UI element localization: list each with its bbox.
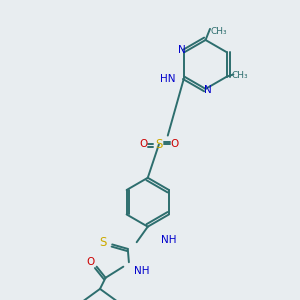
Text: HN: HN [160,74,176,84]
Text: O: O [170,140,178,149]
Text: CH₃: CH₃ [231,71,248,80]
Text: CH₃: CH₃ [210,27,226,36]
Text: S: S [100,236,107,249]
Text: N: N [204,85,212,95]
Text: O: O [139,140,148,149]
Text: NH: NH [161,235,177,245]
Text: S: S [155,138,163,151]
Text: O: O [86,257,94,267]
Text: N: N [178,45,186,55]
Text: NH: NH [134,266,150,276]
